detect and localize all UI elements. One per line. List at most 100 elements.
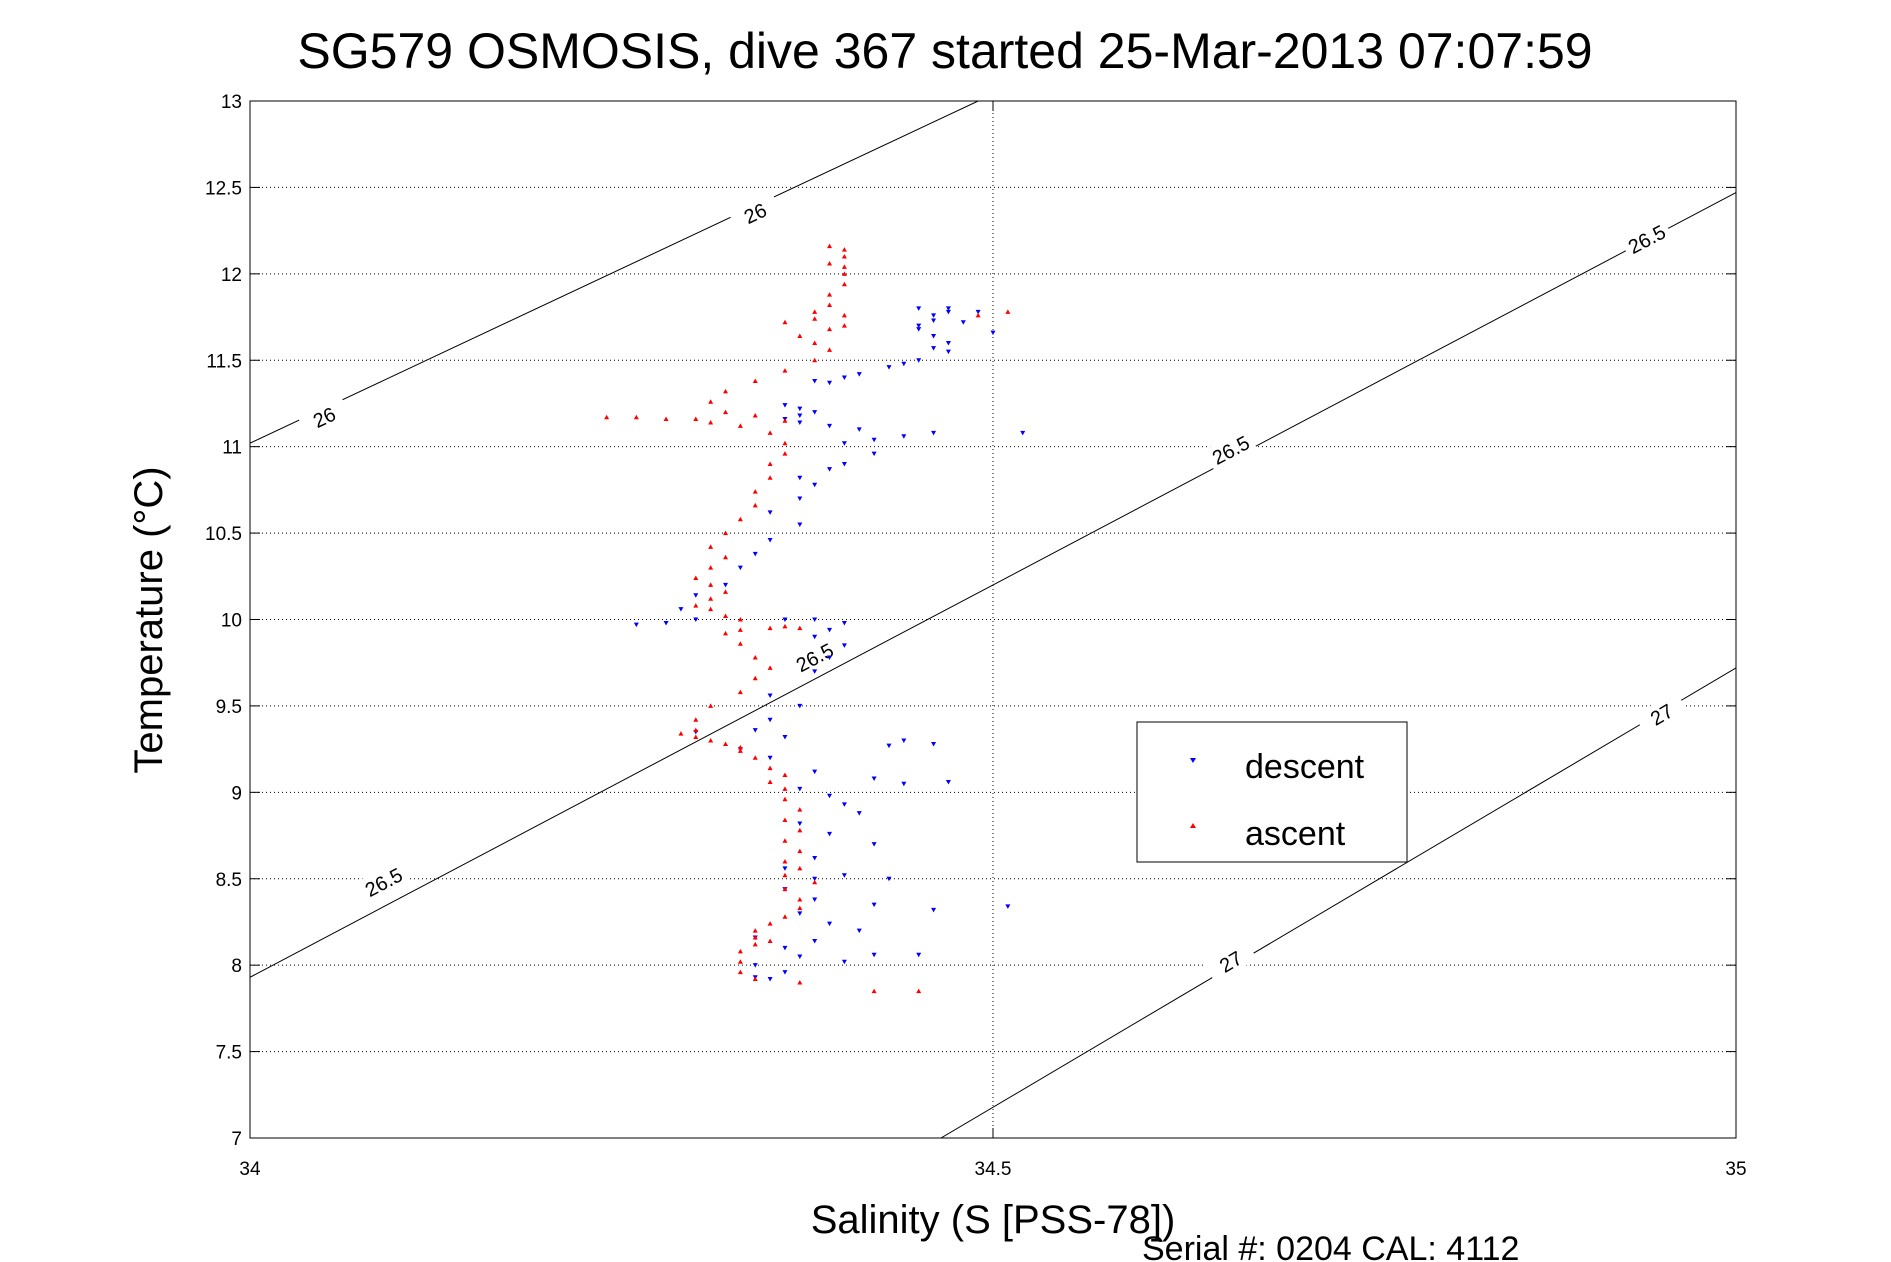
point-ascent [797,865,803,871]
point-descent [901,434,907,439]
point-ascent [827,260,833,266]
y-tick-label: 7 [231,1129,242,1150]
point-descent [797,954,803,960]
point-descent [812,634,818,640]
point-descent [945,779,951,785]
point-descent [767,693,773,699]
point-descent [812,938,818,944]
point-descent [1005,904,1011,909]
point-descent [886,743,892,749]
point-descent [931,313,937,318]
point-ascent [797,905,803,911]
point-descent [916,323,922,329]
point-ascent [782,772,788,778]
point-ascent [841,247,847,252]
point-ascent [708,399,714,404]
point-descent [737,565,743,571]
point-ascent [708,703,714,708]
point-descent [871,952,877,958]
point-descent [990,330,996,336]
point-descent [871,902,877,908]
point-ascent [767,765,773,771]
point-descent [633,622,639,628]
point-ascent [737,744,743,750]
chart-title: SG579 OSMOSIS, dive 367 started 25-Mar-2… [297,23,1592,79]
point-ascent [752,378,758,383]
point-ascent [737,969,743,975]
point-descent [916,952,922,958]
point-ascent [737,641,743,646]
point-ascent [708,565,714,570]
point-ascent [767,921,773,926]
contour-label-bg [356,859,411,904]
point-descent [960,320,966,325]
y-tick-label: 12.5 [205,178,242,199]
legend-ascent-label: ascent [1245,815,1346,853]
x-tick-label: 34.5 [975,1159,1012,1180]
point-descent [812,876,818,882]
point-descent [841,873,847,878]
x-tick-label: 35 [1725,1159,1746,1180]
point-descent [856,372,862,377]
point-ascent [767,779,773,784]
point-ascent [782,817,788,822]
contour-label: 26.5 [1203,427,1258,472]
point-descent [931,430,937,436]
y-tick-label: 10 [221,611,242,632]
point-descent [871,451,877,457]
point-ascent [752,489,758,494]
point-ascent [693,416,699,422]
point-ascent [827,347,833,352]
point-ascent [752,976,758,981]
point-ascent [782,838,788,843]
point-descent [841,959,847,965]
point-ascent [708,582,714,587]
point-descent [1020,430,1026,436]
point-descent [856,811,862,816]
point-descent [812,378,818,384]
point-descent [916,306,922,311]
point-ascent [737,627,743,632]
point-descent [871,842,877,847]
contour-label-bg [727,191,782,234]
legend-ascent-marker [1190,823,1196,828]
point-descent [767,717,773,723]
point-descent [767,755,773,761]
y-axis-label: Temperature (°C) [127,466,171,773]
point-descent [931,346,937,351]
point-descent [827,831,833,837]
point-ascent [708,606,714,612]
x-axis-ticks: 34 34.5 35 [239,101,1747,1180]
y-tick-label: 13 [221,92,242,113]
contour-label: 26.5 [356,859,411,904]
point-descent [841,375,847,381]
point-descent [841,461,847,467]
point-ascent [737,748,743,753]
point-ascent [782,418,788,423]
point-ascent [767,461,773,466]
point-descent [975,309,981,315]
point-ascent [723,530,729,536]
plot-frame [249,100,1737,1139]
y-tick-label: 10.5 [205,524,242,545]
point-descent [931,318,937,323]
point-descent [827,921,833,927]
contour-label: 26 [727,191,782,234]
point-ascent [708,419,714,425]
point-ascent [812,309,818,314]
contour-label-bg [1634,691,1688,737]
point-ascent [767,475,773,480]
point-ascent [752,928,758,933]
point-ascent [723,589,729,594]
point-descent [782,970,788,975]
point-ascent [752,655,758,660]
point-descent [723,582,729,588]
point-descent [841,620,847,626]
point-descent [752,963,758,968]
y-tick-label: 7.5 [216,1043,242,1064]
y-tick-label: 12 [221,265,242,286]
legend-descent-marker [1190,758,1196,763]
point-descent [871,437,877,443]
point-ascent [693,717,699,722]
